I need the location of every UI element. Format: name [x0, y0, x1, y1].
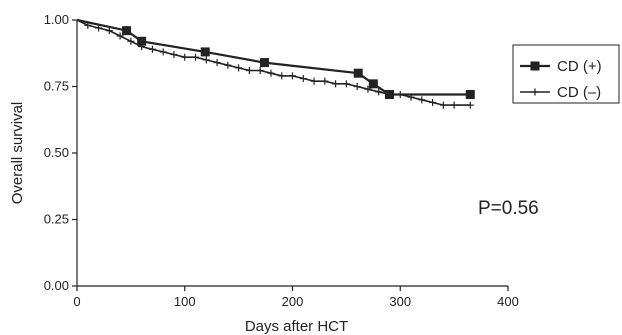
data-point-cd-positive [465, 89, 475, 99]
data-point-cd-negative [256, 67, 264, 75]
data-point-cd-negative [138, 43, 146, 51]
data-point-cd-negative [181, 53, 189, 61]
x-tick-label: 0 [73, 294, 80, 309]
x-axis-title: Days after HCT [245, 318, 348, 335]
data-point-cd-negative [278, 72, 286, 80]
data-point-cd-negative [450, 101, 458, 109]
data-point-cd-negative [429, 98, 437, 106]
series-cd-negative [76, 19, 474, 109]
data-point-cd-negative [267, 69, 275, 77]
data-point-cd-positive [368, 79, 378, 89]
data-point-cd-negative [396, 90, 404, 98]
data-point-cd-positive [353, 68, 363, 78]
data-point-cd-positive [137, 36, 147, 46]
data-point-cd-negative [105, 27, 113, 35]
data-point-cd-negative [418, 96, 426, 104]
series-line-cd-positive [76, 18, 471, 96]
x-tick-label: 100 [174, 294, 196, 309]
data-point-cd-negative [170, 51, 178, 59]
legend-marker-cd-positive [530, 61, 540, 71]
data-point-cd-negative [116, 32, 124, 40]
data-point-cd-negative [407, 93, 415, 101]
data-point-cd-negative [289, 72, 296, 80]
data-point-cd-negative [439, 101, 447, 109]
series-layer [76, 18, 475, 109]
legend-label-cd-positive: CD (+) [557, 58, 602, 75]
p-value-annotation: P=0.56 [478, 198, 539, 219]
x-tick-label: 200 [282, 294, 304, 309]
data-point-cd-positive [200, 47, 210, 57]
y-tick-label: 0.25 [44, 212, 69, 227]
data-point-cd-negative [213, 59, 221, 67]
data-point-cd-negative [310, 77, 318, 85]
data-point-cd-negative [148, 45, 156, 53]
legend-marker-cd-negative [531, 88, 539, 96]
y-tick-label: 0.75 [44, 79, 69, 94]
legend-box [512, 44, 620, 104]
axes: 0.00 0.25 0.50 0.75 1.00 0 100 200 300 400 Days af… [9, 12, 519, 335]
data-point-cd-positive [259, 58, 269, 68]
data-point-cd-negative [466, 101, 474, 109]
y-axis-title: Overall survival [9, 102, 26, 205]
legend-label-cd-negative: CD (–) [557, 84, 601, 101]
data-point-cd-negative [95, 24, 103, 32]
data-point-cd-negative [84, 21, 92, 29]
data-point-cd-negative [385, 90, 393, 98]
data-point-cd-negative [127, 37, 135, 45]
data-point-cd-negative [299, 75, 307, 83]
series-cd-positive [76, 18, 475, 99]
data-point-cd-positive [122, 26, 132, 36]
y-tick-label: 0.50 [44, 145, 69, 160]
data-point-cd-negative [245, 67, 253, 75]
data-point-cd-negative [364, 85, 372, 93]
data-point-cd-negative [159, 48, 167, 56]
data-point-cd-negative [224, 61, 232, 69]
data-point-cd-negative [342, 80, 350, 88]
y-tick-label: 1.00 [44, 12, 69, 27]
data-point-cd-negative [353, 83, 361, 90]
legend: CD (+) CD (–) [512, 44, 620, 104]
data-point-cd-negative [332, 80, 340, 88]
data-point-cd-negative [192, 53, 200, 61]
data-point-cd-negative [321, 77, 329, 85]
data-point-cd-negative [202, 56, 210, 64]
y-tick-label: 0.00 [44, 278, 69, 293]
data-point-cd-negative [235, 64, 243, 72]
x-tick-label: 300 [389, 294, 411, 309]
x-tick-label: 400 [497, 294, 519, 309]
data-point-cd-negative [375, 88, 383, 96]
